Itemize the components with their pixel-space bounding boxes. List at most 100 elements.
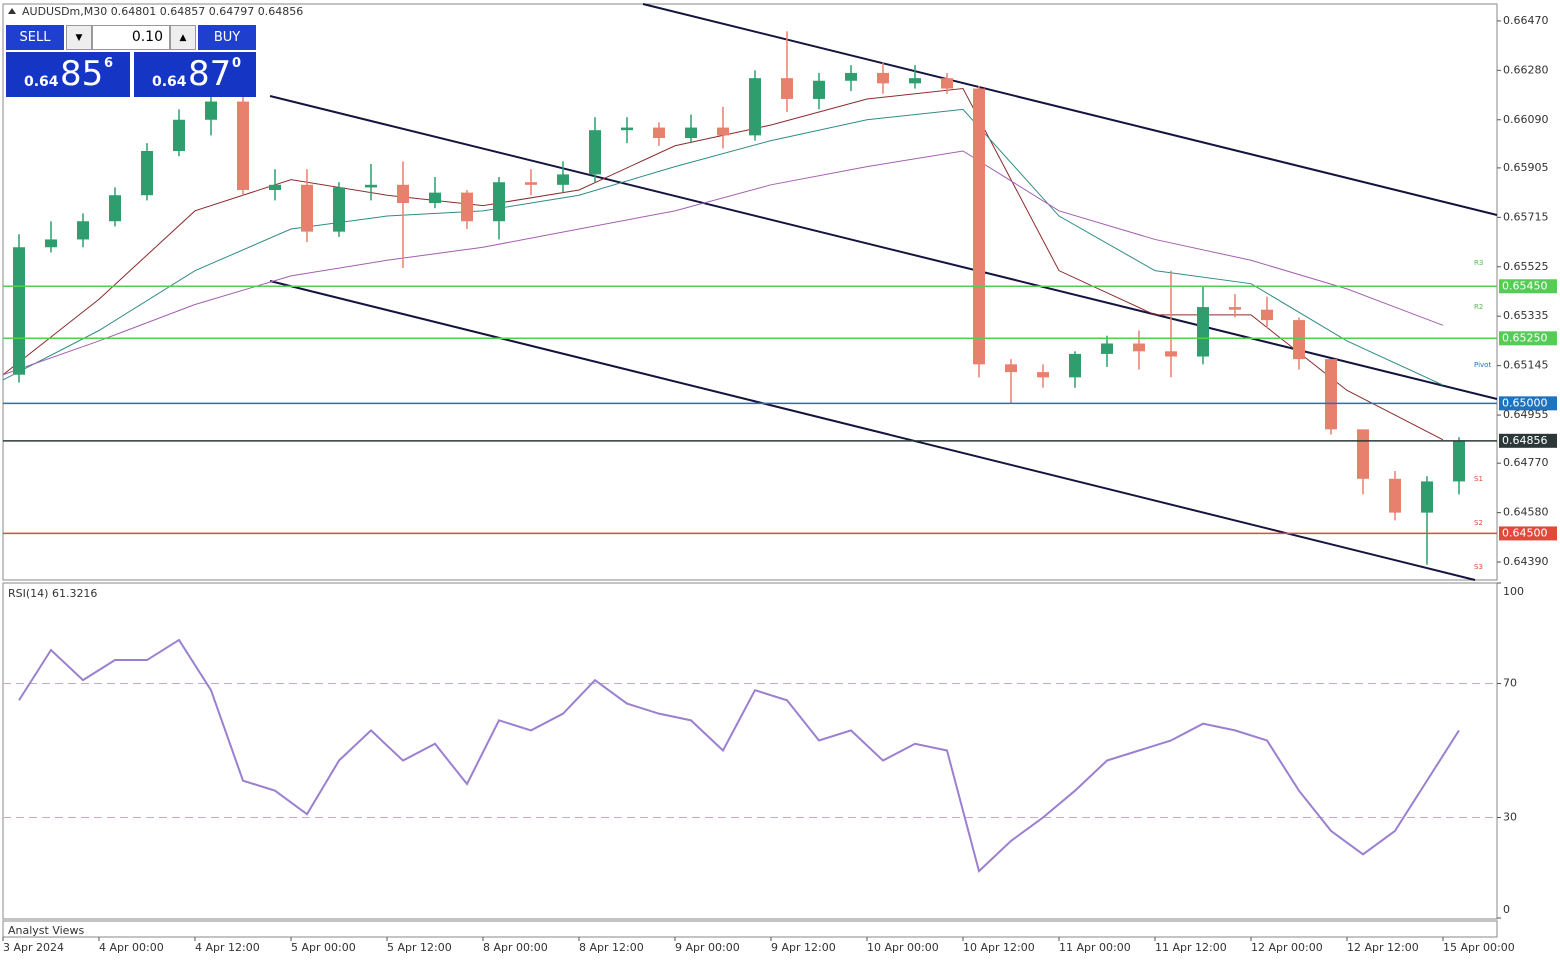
candle-body	[493, 182, 505, 222]
y-tick-label: 0	[1503, 903, 1510, 916]
price-level-label: 0.64856	[1502, 434, 1548, 447]
price-level-label: 0.65250	[1502, 331, 1548, 344]
candle-body	[717, 127, 729, 136]
candle-body	[877, 72, 889, 84]
footer-frame	[2, 920, 1498, 938]
volume-up[interactable]: ▲	[170, 25, 196, 50]
price-level-tag	[1499, 331, 1557, 346]
candle-body	[13, 247, 25, 375]
candle-body	[845, 72, 857, 81]
candle-body	[1357, 429, 1369, 479]
price-level-tag	[1499, 279, 1557, 294]
y-tick-label: 0.65335	[1503, 309, 1549, 322]
candle-body	[973, 88, 985, 365]
y-tick-label: 0.65525	[1503, 260, 1549, 273]
y-tick-label: 0.65905	[1503, 161, 1549, 174]
candle-body	[1069, 353, 1081, 378]
trend-line	[269, 95, 1498, 400]
sell-price[interactable]: 0.64 85 6	[6, 52, 130, 97]
candle-body	[77, 221, 89, 240]
candle-body	[1325, 359, 1337, 430]
candle-body	[1229, 307, 1241, 310]
y-tick-label: 30	[1503, 811, 1517, 824]
candle-body	[1261, 309, 1273, 321]
price-level-tag	[1499, 396, 1557, 411]
candle-body	[1453, 440, 1465, 482]
volume-down[interactable]: ▼	[66, 25, 92, 50]
candle-body	[525, 182, 537, 185]
candle-body	[1037, 372, 1049, 378]
candle-body	[1101, 343, 1113, 354]
candle-body	[621, 127, 633, 131]
x-tick-label: 10 Apr 12:00	[963, 941, 1035, 954]
buy-price[interactable]: 0.64 87 0	[134, 52, 256, 97]
candle-body	[365, 184, 377, 188]
candle-body	[1133, 343, 1145, 352]
x-tick-label: 4 Apr 12:00	[195, 941, 260, 954]
chart-header: AUDUSDm,M30 0.64801 0.64857 0.64797 0.64…	[22, 5, 303, 18]
pivot-label: R3	[1474, 259, 1483, 267]
candle-body	[813, 80, 825, 99]
pips: 85	[60, 54, 104, 94]
price-level-label: 0.65000	[1502, 396, 1548, 409]
x-tick-label: 8 Apr 00:00	[483, 941, 548, 954]
candle-body	[301, 184, 313, 232]
x-tick-label: 5 Apr 12:00	[387, 941, 452, 954]
candle-body	[781, 78, 793, 99]
candle-body	[1421, 481, 1433, 513]
candle-body	[461, 192, 473, 222]
fraction: 0	[232, 56, 242, 71]
x-tick-label: 8 Apr 12:00	[579, 941, 644, 954]
candle-body	[397, 184, 409, 204]
candle-body	[429, 192, 441, 204]
y-tick-label: 0.66470	[1503, 14, 1549, 27]
candle-body	[141, 150, 153, 196]
candle-body	[45, 239, 57, 248]
price-frame	[2, 3, 1498, 581]
pivot-label: R2	[1474, 303, 1483, 311]
x-tick-label: 4 Apr 00:00	[99, 941, 164, 954]
candle-body	[1197, 307, 1209, 357]
y-tick-label: 0.64580	[1503, 506, 1549, 519]
candle-body	[1389, 478, 1401, 513]
candle-body	[557, 174, 569, 185]
price-level-label: 0.65450	[1502, 279, 1548, 292]
volume-input[interactable]: 0.10	[92, 25, 170, 50]
pips: 87	[188, 54, 232, 94]
big-figure: 0.64	[24, 74, 59, 90]
trend-line	[642, 3, 1498, 216]
y-tick-label: 0.65145	[1503, 359, 1549, 372]
y-tick-label: 0.66280	[1503, 63, 1549, 76]
pivot-label: S1	[1474, 475, 1483, 483]
x-tick-label: 5 Apr 00:00	[291, 941, 356, 954]
candle-body	[653, 127, 665, 138]
y-tick-label: 0.65715	[1503, 210, 1549, 223]
pivot-label: S3	[1474, 563, 1483, 571]
y-tick-label: 0.64955	[1503, 408, 1549, 421]
y-tick-label: 0.64390	[1503, 555, 1549, 568]
x-tick-label: 10 Apr 00:00	[867, 941, 939, 954]
x-tick-label: 11 Apr 00:00	[1059, 941, 1131, 954]
moving-average	[2, 150, 1444, 376]
footer-label: Analyst Views	[8, 924, 84, 937]
candle-body	[941, 78, 953, 89]
price-level-label: 0.64500	[1502, 526, 1548, 539]
fraction: 6	[104, 56, 114, 71]
candle-body	[1293, 320, 1305, 360]
candle-body	[173, 119, 185, 151]
x-tick-label: 15 Apr 00:00	[1443, 941, 1515, 954]
sell-button[interactable]: SELL	[6, 25, 64, 50]
x-tick-label: 12 Apr 12:00	[1347, 941, 1419, 954]
buy-button[interactable]: BUY	[198, 25, 256, 50]
candle-body	[589, 130, 601, 175]
candle-body	[685, 127, 697, 138]
candle-body	[109, 195, 121, 222]
x-tick-label: 3 Apr 2024	[3, 941, 64, 954]
candle-body	[909, 78, 921, 84]
y-tick-label: 100	[1503, 585, 1524, 598]
candle-body	[1165, 351, 1177, 357]
price-level-tag	[1499, 526, 1557, 541]
x-tick-label: 12 Apr 00:00	[1251, 941, 1323, 954]
